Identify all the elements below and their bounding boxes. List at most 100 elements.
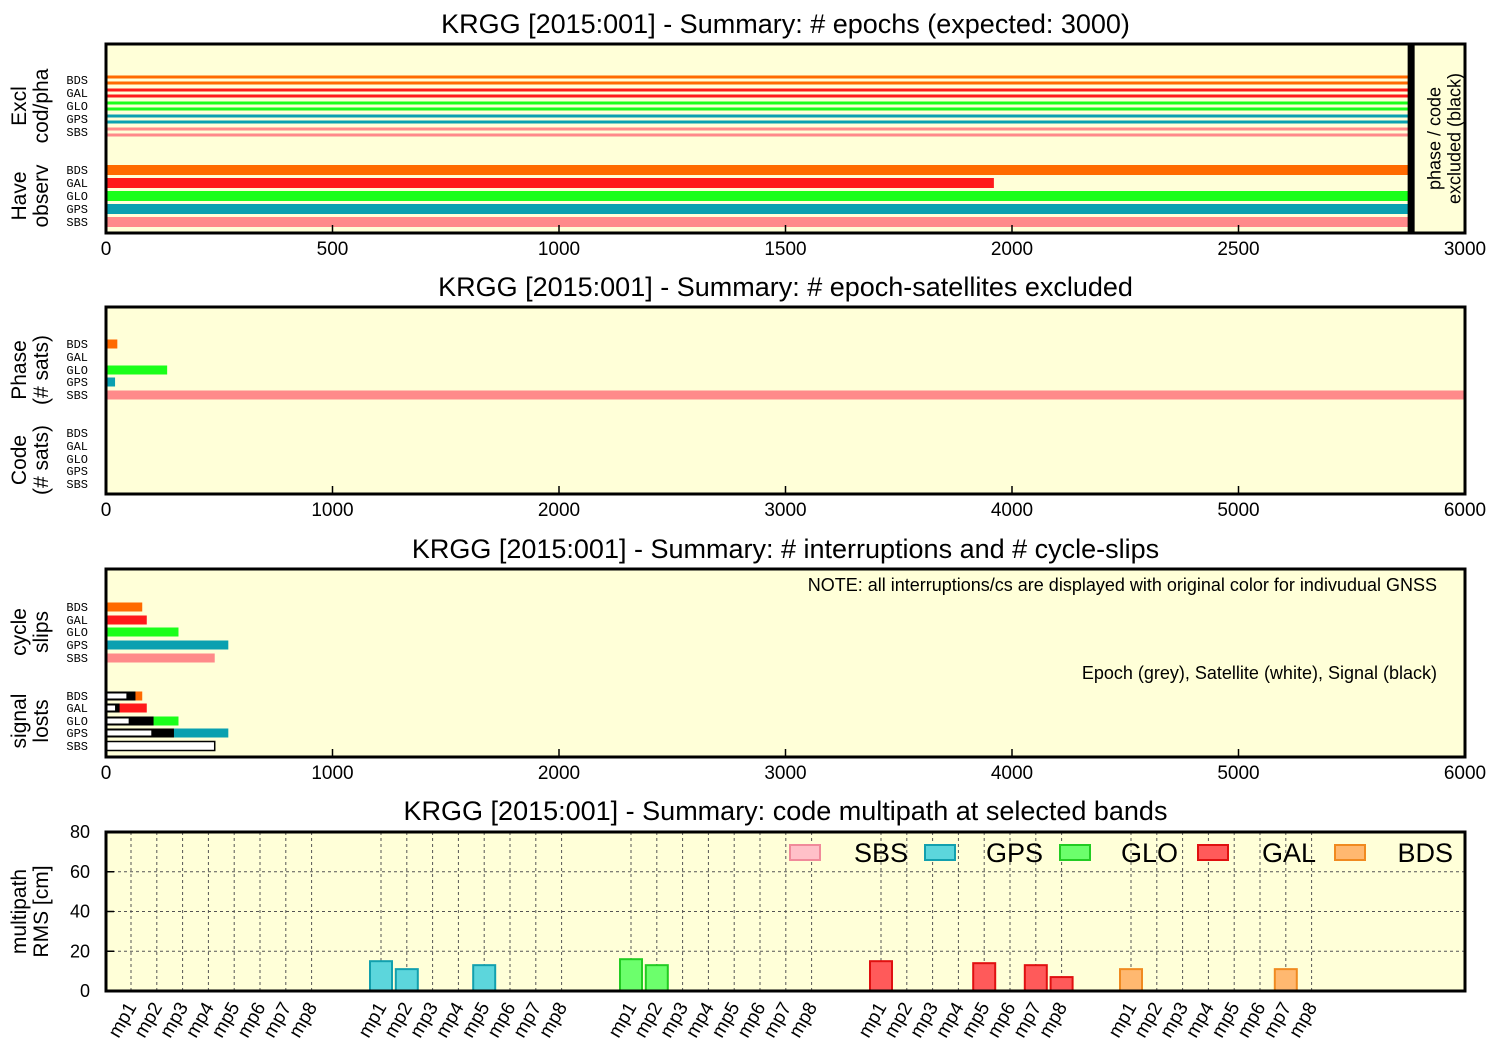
y-tick-label: 40 [70, 902, 90, 922]
x-tick-label: 2000 [538, 500, 580, 521]
y-tick-label: 80 [70, 822, 90, 842]
mp-bar-gal [972, 962, 997, 992]
x-tick-label: 3000 [764, 500, 806, 521]
y-axis-label: multipathRMS [cm] [8, 865, 53, 957]
category-label: GPS [66, 113, 88, 127]
epochs-panel: KRGG [2015:001] - Summary: # epochs (exp… [8, 9, 1486, 260]
x-tick-label: 0 [101, 239, 112, 260]
group-label-line: Excl [8, 86, 31, 126]
x-tick-label: 5000 [1217, 500, 1259, 521]
category-label: SBS [66, 740, 88, 754]
excluded-marker [1407, 44, 1415, 233]
group-label-signal-losts: signallosts [8, 694, 53, 749]
legend-swatch-gps [924, 844, 956, 861]
band-label: mp8 [1285, 999, 1322, 1042]
category-label: BDS [66, 690, 88, 704]
category-label: BDS [66, 164, 88, 178]
marker-label-line: phase / code [1425, 87, 1445, 190]
interruptions-panel: KRGG [2015:001] - Summary: # interruptio… [8, 534, 1486, 784]
mp-bar-gal [869, 960, 893, 992]
x-tick-label: 0 [101, 500, 112, 521]
mp-bar-gal [1049, 976, 1074, 993]
legend-label-sbs: SBS [854, 838, 908, 868]
category-label: SBS [66, 389, 88, 403]
category-label: BDS [66, 338, 88, 352]
group-label-line: (# sats) [30, 425, 53, 495]
group-label-line: slips [30, 611, 53, 653]
category-label: GLO [66, 364, 88, 378]
x-tick-label: 1000 [538, 239, 580, 260]
y-axis-label-line: RMS [cm] [30, 865, 53, 957]
x-tick-label: 1000 [311, 763, 353, 784]
x-tick-label: 0 [101, 763, 112, 784]
category-label: GAL [66, 440, 88, 454]
legend-note-text: Epoch (grey), Satellite (white), Signal … [1082, 663, 1437, 683]
group-label-have: Haveobserv [8, 164, 53, 228]
category-label: SBS [66, 652, 88, 666]
cycle-slip-bar-bds [106, 602, 143, 612]
mp-bar-bds [1273, 968, 1298, 993]
x-tick-label: 6000 [1444, 763, 1486, 784]
x-tick-label: 1000 [311, 500, 353, 521]
plot-area [106, 307, 1465, 494]
legend-label-gal: GAL [1262, 838, 1316, 868]
group-label-line: observ [30, 164, 53, 228]
mp-bar-glo [619, 958, 643, 993]
category-label: GPS [66, 203, 88, 217]
legend-label-gps: GPS [986, 838, 1043, 868]
group-label-line: cod/pha [30, 68, 53, 143]
mp-bar-bds [1119, 968, 1143, 993]
x-tick-label: 3000 [764, 763, 806, 784]
mp-bar-gps [369, 960, 393, 992]
phase-bar-sbs [106, 390, 1465, 400]
group-label-line: Phase [8, 340, 31, 400]
category-label: GLO [66, 100, 88, 114]
category-label: GLO [66, 715, 88, 729]
x-tick-label: 2000 [538, 763, 580, 784]
signal-lost-satellite-gal [106, 705, 116, 711]
cycle-slip-bar-glo [106, 627, 179, 637]
x-tick-label: 1500 [764, 239, 806, 260]
observed-bar-sbs [106, 217, 1411, 227]
signal-lost-satellite-glo [106, 718, 129, 724]
category-label: BDS [66, 601, 88, 615]
category-label: SBS [66, 126, 88, 140]
group-label-line: (# sats) [30, 335, 53, 405]
signal-lost-total-gal [106, 703, 147, 713]
chart-title: KRGG [2015:001] - Summary: code multipat… [404, 796, 1168, 826]
category-label: GPS [66, 727, 88, 741]
x-tick-label: 500 [317, 239, 349, 260]
group-label-line: losts [30, 699, 53, 742]
phase-bar-gps [106, 377, 116, 387]
band-label: mp8 [535, 999, 572, 1042]
x-tick-label: 3000 [1444, 239, 1486, 260]
legend-swatch-sbs [789, 844, 821, 861]
category-label: GLO [66, 190, 88, 204]
phase-bar-bds [106, 339, 118, 349]
legend-label-glo: GLO [1121, 838, 1178, 868]
observed-bar-glo [106, 191, 1411, 201]
legend-swatch-glo [1059, 844, 1091, 861]
y-tick-label: 20 [70, 941, 90, 961]
group-label-line: Code [8, 435, 31, 485]
observed-bar-bds [106, 165, 1411, 175]
legend-swatch-gal [1197, 844, 1229, 861]
x-tick-label: 2000 [991, 239, 1033, 260]
category-label: GAL [66, 702, 88, 716]
x-tick-label: 6000 [1444, 500, 1486, 521]
signal-lost-satellite-bds [106, 693, 127, 699]
cycle-slip-bar-gps [106, 640, 229, 650]
legend-label-bds: BDS [1397, 838, 1453, 868]
legend-swatch-bds [1334, 844, 1366, 861]
cycle-slip-bar-gal [106, 615, 147, 625]
y-tick-label: 0 [80, 981, 90, 1001]
group-label-code: Code(# sats) [8, 425, 53, 495]
mp-bar-gps [472, 964, 497, 992]
category-label: GAL [66, 87, 88, 101]
x-tick-label: 2500 [1217, 239, 1259, 260]
category-label: SBS [66, 216, 88, 230]
group-label-line: cycle [8, 608, 31, 656]
category-label: GAL [66, 614, 88, 628]
x-tick-label: 4000 [991, 500, 1033, 521]
